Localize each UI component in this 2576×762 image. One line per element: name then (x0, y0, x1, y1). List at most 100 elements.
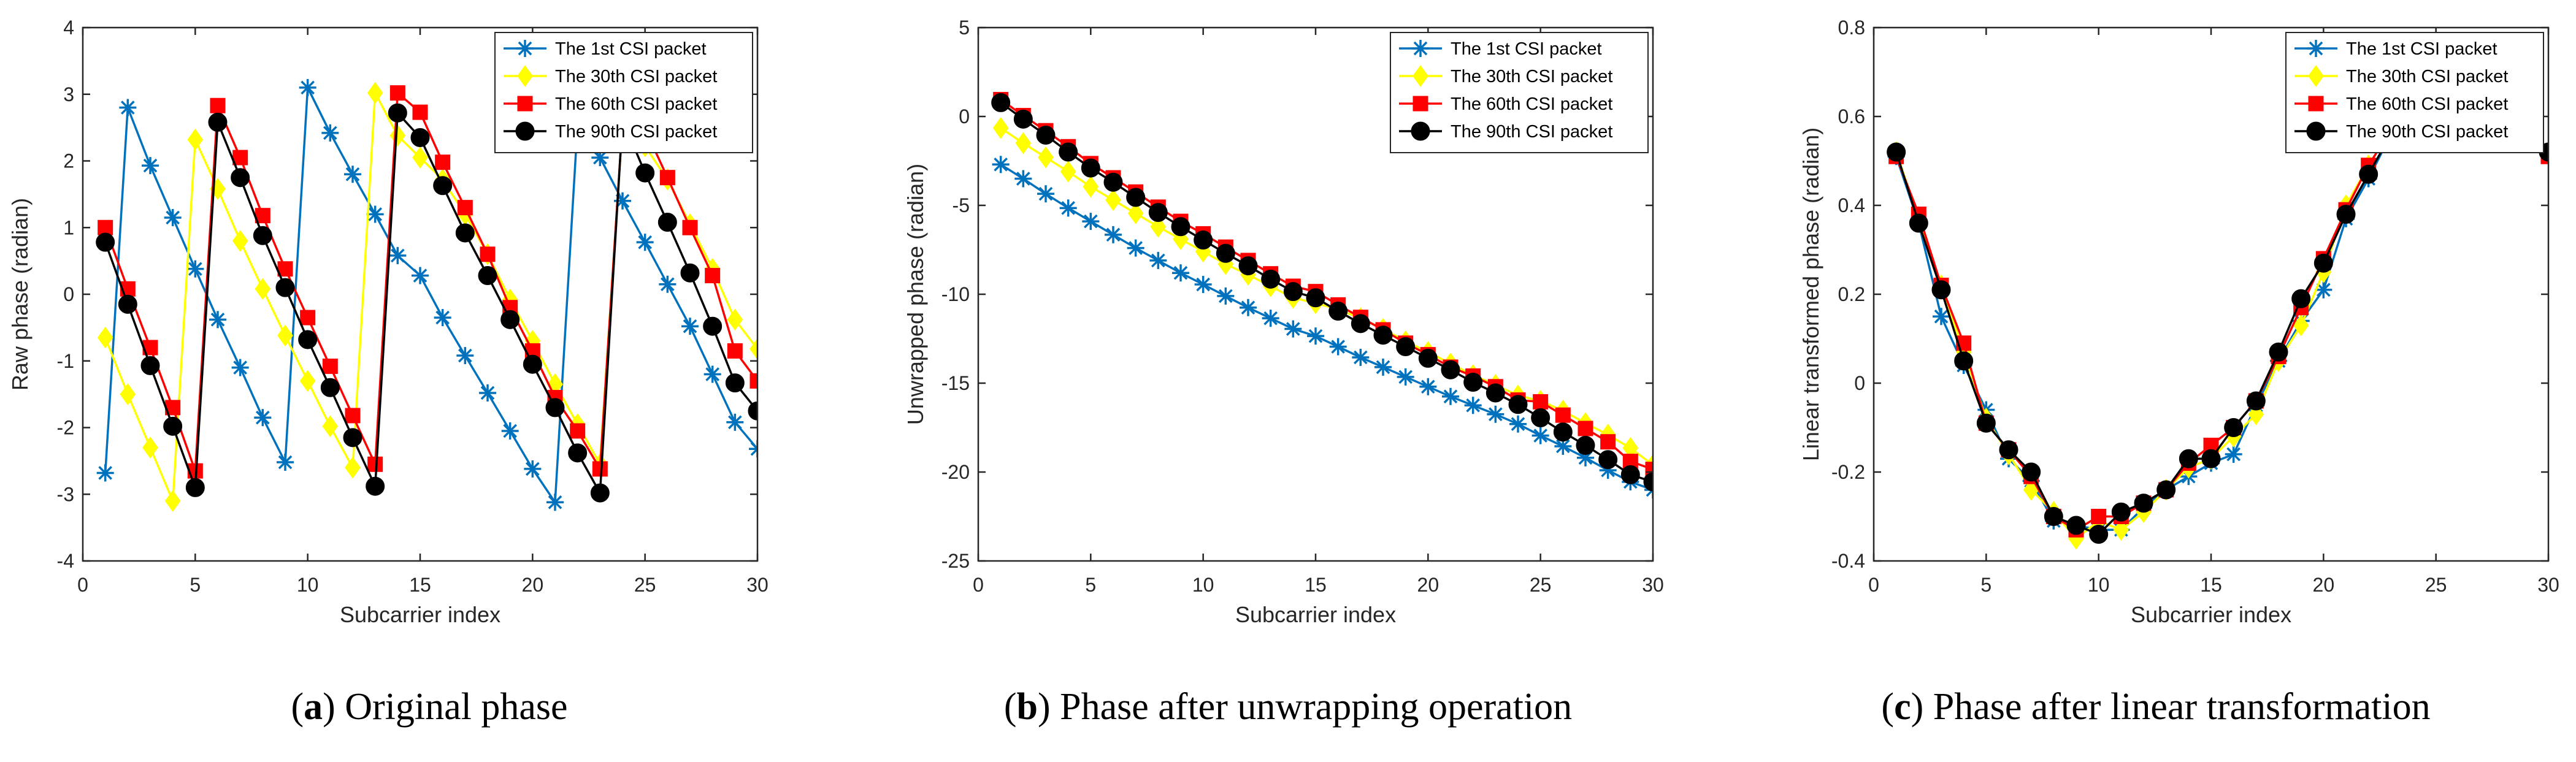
data-point (456, 347, 474, 365)
data-point (545, 398, 565, 417)
data-point (434, 309, 451, 327)
x-tick-label: 15 (409, 574, 431, 596)
data-point (321, 124, 339, 142)
x-axis-label: Subcarrier index (2131, 602, 2291, 627)
data-point (185, 478, 205, 497)
data-point (703, 365, 721, 383)
data-point (1082, 213, 1100, 231)
data-point (2134, 493, 2153, 513)
data-point (1283, 282, 1303, 302)
data-point (412, 104, 428, 120)
data-point (1329, 338, 1347, 356)
data-point (1171, 217, 1190, 237)
y-tick-label: 0 (959, 105, 970, 128)
data-point (1238, 256, 1258, 276)
data-point (1396, 337, 1416, 357)
legend-marker (2308, 65, 2324, 87)
data-point (1059, 199, 1077, 217)
data-point (2113, 519, 2129, 541)
data-point (1373, 326, 1393, 345)
data-point (1909, 213, 1928, 233)
data-point (2225, 446, 2242, 463)
data-point (2044, 507, 2063, 526)
data-point (1105, 189, 1121, 211)
legend-label: The 90th CSI packet (555, 122, 717, 142)
data-point (1887, 142, 1906, 162)
data-point (992, 116, 1009, 139)
data-point (277, 454, 294, 471)
data-point (119, 99, 137, 116)
data-point (1487, 405, 1505, 423)
data-point (2156, 480, 2176, 500)
data-point (748, 401, 757, 421)
legend-entry: The 1st CSI packet (1399, 39, 1602, 59)
x-tick-label: 25 (1530, 574, 1552, 596)
legend-box (494, 32, 753, 153)
x-tick-label: 25 (634, 574, 656, 596)
data-point (1262, 310, 1279, 327)
legend-entry: The 60th CSI packet (1399, 94, 1612, 114)
y-tick-label: 0 (63, 283, 74, 305)
legend-entry: The 1st CSI packet (504, 39, 707, 59)
y-tick-label: 0.8 (1838, 17, 1865, 39)
data-point (991, 93, 1011, 112)
chart-panel-3: 0 5 10 15 20 25 30 -0.4 -0.2 0 0.2 0.4 0.6 0.8 Subcarr… (1798, 17, 2559, 627)
legend-entry: The 90th CSI packet (1399, 121, 1612, 142)
y-tick-label: -25 (941, 550, 970, 572)
data-point (1509, 415, 1527, 433)
data-point (96, 232, 115, 252)
data-point (366, 205, 384, 223)
legend-entry: The 60th CSI packet (504, 94, 717, 114)
x-tick-label: 10 (2088, 574, 2110, 596)
data-point (703, 316, 723, 336)
data-point (232, 150, 248, 166)
data-point (659, 170, 675, 186)
data-point (680, 263, 700, 283)
data-point (682, 219, 698, 235)
x-tick-label: 0 (1868, 574, 1879, 596)
data-point (455, 223, 475, 243)
y-tick-label: -15 (941, 372, 970, 394)
data-point (749, 373, 757, 389)
data-point (1172, 264, 1189, 282)
caption-letter: c (1894, 686, 1911, 728)
y-tick-label: 0 (1854, 372, 1865, 394)
data-point (1600, 434, 1616, 450)
data-point (1103, 172, 1123, 192)
chart-panel-1: 0 5 10 15 20 25 30 -4 -3 -2 -1 0 1 2 3 4 Subcarrier inde… (7, 17, 769, 627)
caption-a: (a) Original phase (291, 686, 568, 728)
data-point (1194, 276, 1212, 294)
plot-series (991, 91, 1653, 498)
legend-label: The 1st CSI packet (2346, 39, 2497, 59)
legend-box (2285, 32, 2544, 153)
data-point (1083, 175, 1099, 198)
y-tick-label: -2 (57, 417, 74, 439)
data-point (480, 246, 496, 262)
data-point (681, 318, 699, 335)
legend-marker (2307, 40, 2325, 57)
data-point (1553, 422, 1573, 442)
caption-b: (b) Phase after unwrapping operation (1003, 686, 1573, 728)
series-4 (991, 93, 1653, 492)
data-point (1127, 202, 1144, 224)
data-point (1126, 188, 1146, 207)
data-point (501, 422, 519, 440)
series-1 (992, 156, 1653, 498)
data-point (320, 378, 340, 397)
legend-marker (1411, 121, 1430, 141)
data-point (255, 278, 271, 300)
y-tick-label: 2 (63, 150, 74, 172)
data-point (1442, 387, 1459, 405)
data-point (1531, 408, 1551, 428)
data-point (343, 428, 362, 448)
data-point (727, 343, 743, 359)
data-point (1374, 358, 1392, 376)
legend-entry: The 30th CSI packet (1399, 65, 1612, 87)
data-point (1036, 125, 1056, 145)
data-point (2246, 391, 2266, 411)
data-point (1037, 185, 1054, 203)
x-tick-label: 5 (1085, 574, 1096, 596)
y-axis-label: Unwrapped phase (radian) (903, 164, 928, 425)
data-point (344, 166, 361, 183)
